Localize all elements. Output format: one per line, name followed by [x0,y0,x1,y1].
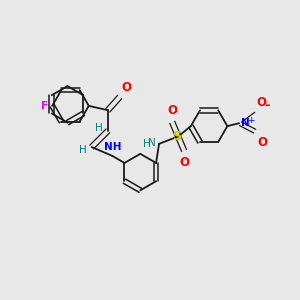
Text: N: N [148,138,156,148]
Text: H: H [79,145,86,155]
Text: O: O [257,96,267,110]
Text: O: O [179,156,189,169]
Text: O: O [167,104,177,117]
Text: H: H [95,123,103,133]
Text: H: H [143,140,151,149]
Text: S: S [173,130,183,143]
Text: F: F [41,101,48,111]
Text: +: + [248,116,255,125]
Text: O: O [258,136,268,148]
Text: O: O [121,81,131,94]
Text: NH: NH [103,142,121,152]
Text: N: N [241,118,250,128]
Text: -: - [264,99,270,112]
